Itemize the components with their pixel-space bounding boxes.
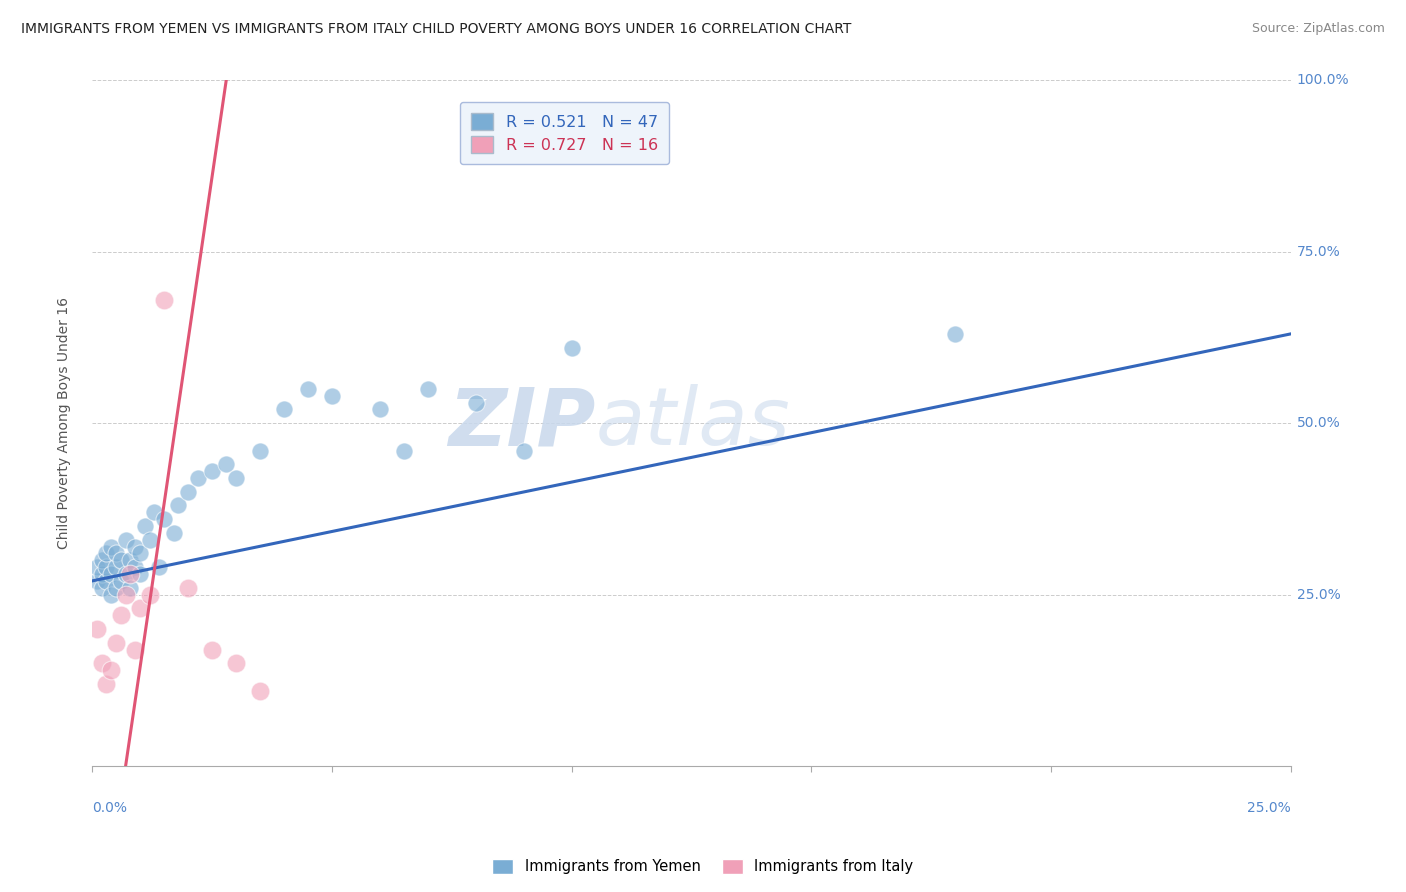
Point: [110, 574, 132, 588]
Text: 75.0%: 75.0%: [1296, 244, 1340, 259]
Point: [110, 553, 132, 567]
Point: [129, 567, 152, 582]
Point: [215, 457, 238, 471]
Point: [114, 533, 136, 547]
Text: IMMIGRANTS FROM YEMEN VS IMMIGRANTS FROM ITALY CHILD POVERTY AMONG BOYS UNDER 16: IMMIGRANTS FROM YEMEN VS IMMIGRANTS FROM…: [21, 22, 852, 37]
Legend: Immigrants from Yemen, Immigrants from Italy: Immigrants from Yemen, Immigrants from I…: [486, 853, 920, 880]
Point: [148, 560, 170, 574]
Point: [110, 608, 132, 623]
Point: [100, 540, 122, 554]
Point: [96, 574, 118, 588]
Point: [416, 382, 439, 396]
Text: 100.0%: 100.0%: [1296, 73, 1350, 87]
Point: [96, 560, 118, 574]
Point: [124, 540, 146, 554]
Point: [162, 525, 184, 540]
Point: [201, 464, 224, 478]
Point: [86, 560, 108, 574]
Point: [249, 683, 271, 698]
Point: [120, 581, 142, 595]
Point: [86, 622, 108, 636]
Text: Source: ZipAtlas.com: Source: ZipAtlas.com: [1251, 22, 1385, 36]
Text: 0.0%: 0.0%: [91, 800, 127, 814]
Text: 50.0%: 50.0%: [1296, 416, 1340, 430]
Point: [129, 546, 152, 560]
Point: [96, 677, 118, 691]
Point: [134, 519, 156, 533]
Point: [104, 581, 127, 595]
Legend: R = 0.521   N = 47, R = 0.727   N = 16: R = 0.521 N = 47, R = 0.727 N = 16: [460, 102, 669, 164]
Point: [100, 663, 122, 677]
Point: [177, 484, 200, 499]
Point: [560, 341, 582, 355]
Point: [114, 567, 136, 582]
Point: [201, 642, 224, 657]
Point: [249, 443, 271, 458]
Point: [464, 395, 486, 409]
Point: [120, 553, 142, 567]
Point: [124, 560, 146, 574]
Point: [321, 389, 343, 403]
Point: [90, 553, 112, 567]
Point: [153, 512, 176, 526]
Point: [273, 402, 295, 417]
Point: [120, 567, 142, 582]
Point: [368, 402, 391, 417]
Point: [104, 546, 127, 560]
Point: [177, 581, 200, 595]
Point: [167, 499, 190, 513]
Text: atlas: atlas: [596, 384, 790, 462]
Point: [297, 382, 319, 396]
Point: [90, 657, 112, 671]
Point: [96, 546, 118, 560]
Point: [90, 581, 112, 595]
Text: 25.0%: 25.0%: [1296, 588, 1340, 602]
Text: ZIP: ZIP: [449, 384, 596, 462]
Point: [186, 471, 208, 485]
Point: [138, 533, 160, 547]
Point: [100, 567, 122, 582]
Point: [104, 636, 127, 650]
Text: 25.0%: 25.0%: [1247, 800, 1291, 814]
Point: [86, 574, 108, 588]
Point: [512, 443, 534, 458]
Point: [143, 505, 166, 519]
Point: [124, 642, 146, 657]
Point: [104, 560, 127, 574]
Point: [129, 601, 152, 615]
Point: [943, 326, 966, 341]
Point: [90, 567, 112, 582]
Y-axis label: Child Poverty Among Boys Under 16: Child Poverty Among Boys Under 16: [58, 297, 72, 549]
Point: [225, 471, 247, 485]
Point: [138, 588, 160, 602]
Point: [100, 588, 122, 602]
Point: [153, 293, 176, 307]
Point: [392, 443, 415, 458]
Point: [225, 657, 247, 671]
Point: [114, 588, 136, 602]
